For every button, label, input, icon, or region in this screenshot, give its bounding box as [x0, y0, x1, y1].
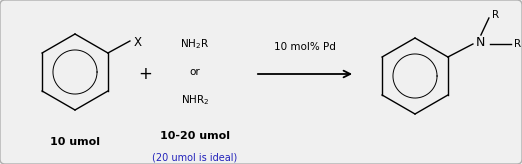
Text: X: X [134, 37, 142, 50]
Text: N: N [476, 37, 485, 50]
Text: (20 umol is ideal): (20 umol is ideal) [152, 152, 238, 162]
Text: 10-20 umol: 10-20 umol [160, 131, 230, 141]
Text: 10 umol: 10 umol [50, 137, 100, 147]
Text: NH$_2$R: NH$_2$R [181, 37, 209, 51]
Text: R: R [492, 10, 499, 20]
Text: R(H): R(H) [514, 39, 522, 49]
Text: 10 mol% Pd: 10 mol% Pd [274, 42, 336, 52]
Text: NHR$_2$: NHR$_2$ [181, 93, 209, 107]
Text: +: + [138, 65, 152, 83]
Text: or: or [189, 67, 200, 77]
